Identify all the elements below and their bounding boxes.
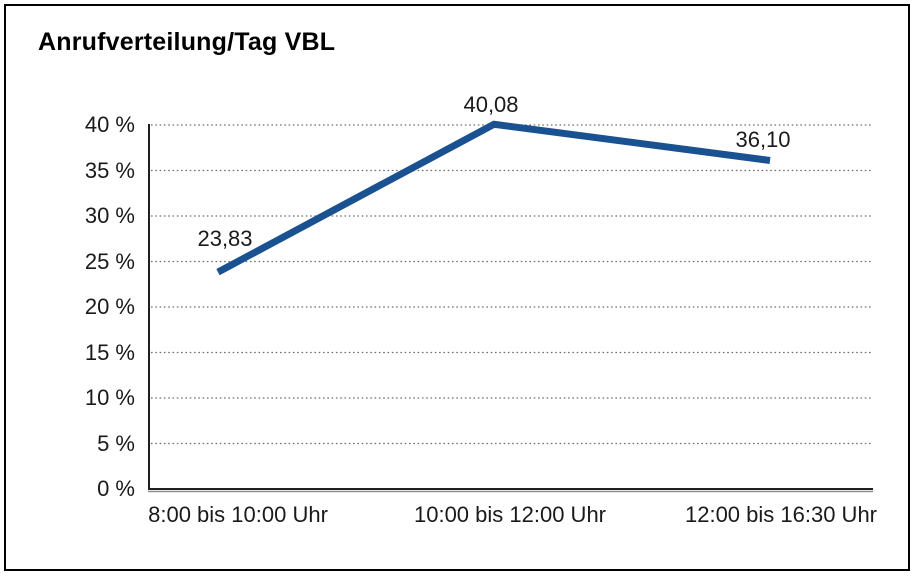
y-axis-tick-label: 15 % xyxy=(84,339,135,365)
chart-title: Anrufverteilung/Tag VBL xyxy=(38,28,336,56)
data-point-label: 23,83 xyxy=(197,226,253,252)
y-axis-tick-label: 20 % xyxy=(84,294,135,319)
x-axis-category-label: 12:00 bis 16:30 Uhr xyxy=(684,502,878,527)
data-point-label: 36,10 xyxy=(735,127,791,153)
y-axis-tick-label: 30 % xyxy=(84,203,135,228)
y-axis-tick-label: 40 % xyxy=(84,112,135,137)
line-series xyxy=(216,120,771,276)
x-axis-category-label: 8:00 bis 10:00 Uhr xyxy=(148,502,328,527)
chart-frame xyxy=(4,4,910,571)
y-axis-tick-label: 0 % xyxy=(97,476,135,501)
data-point-label: 40,08 xyxy=(463,92,519,118)
y-axis-tick-label: 5 % xyxy=(97,430,135,456)
y-axis-tick-label: 35 % xyxy=(84,157,135,183)
y-axis-tick-label: 10 % xyxy=(84,385,135,410)
x-axis-category-label: 10:00 bis 12:00 Uhr xyxy=(413,502,607,527)
y-axis-tick-label: 25 % xyxy=(84,248,135,274)
